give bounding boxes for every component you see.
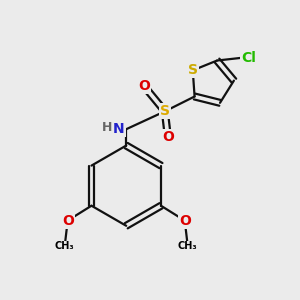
Text: N: N [113,122,124,136]
Text: O: O [179,214,191,228]
Text: CH₃: CH₃ [55,242,74,251]
Text: CH₃: CH₃ [178,242,197,251]
Text: O: O [62,214,74,228]
Text: Cl: Cl [241,51,256,64]
Text: H: H [102,121,112,134]
Text: O: O [138,79,150,93]
Text: S: S [188,63,198,77]
Text: O: O [162,130,174,144]
Text: S: S [160,104,170,118]
